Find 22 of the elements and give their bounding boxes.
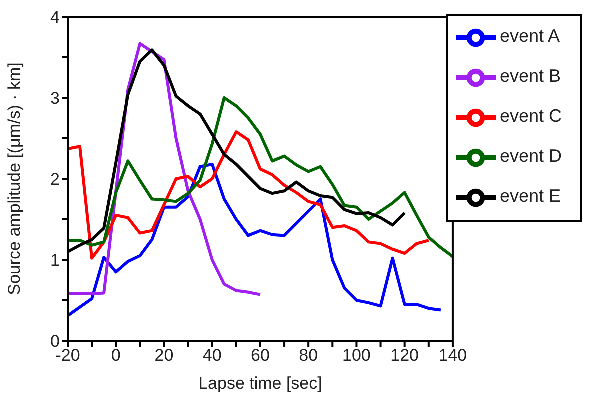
y-tick-label: 2: [50, 170, 60, 190]
legend-label: event E: [500, 186, 561, 206]
x-axis-title: Lapse time [sec]: [198, 374, 322, 393]
line-series: [68, 96, 453, 258]
x-tick-label: 20: [154, 346, 174, 366]
x-tick-label: 40: [202, 346, 222, 366]
x-tick-label: 0: [111, 346, 121, 366]
line-series: [68, 162, 442, 318]
legend-label: event B: [500, 66, 561, 86]
x-tick-label: 80: [299, 346, 318, 366]
legend-label: event D: [500, 146, 562, 166]
y-tick-label: 3: [50, 89, 60, 108]
y-axis-title: Source amplitude [(μm/s) · km]: [5, 62, 24, 296]
x-tick-label: 120: [390, 346, 420, 366]
legend-label: event A: [500, 26, 560, 46]
y-tick-label: 4: [50, 8, 60, 28]
x-tick-label: 60: [251, 346, 270, 366]
x-tick-label: 140: [438, 346, 468, 366]
y-tick-label: 1: [50, 251, 60, 270]
x-tick-label: 100: [342, 346, 371, 366]
line-series: [68, 130, 430, 260]
legend-label: event C: [500, 106, 562, 126]
